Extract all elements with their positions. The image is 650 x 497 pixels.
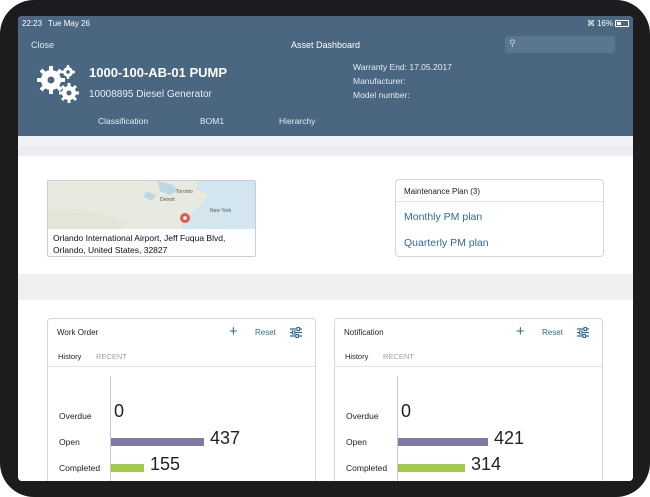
tab-classification[interactable]: Classification — [98, 116, 149, 126]
category-label: Open — [59, 437, 80, 447]
bar-completed — [398, 464, 465, 472]
maintenance-plan-title: Maintenance Plan (3) — [396, 180, 603, 202]
bar-completed — [111, 464, 144, 472]
notification-card: Notification + Reset History RECENT Over… — [334, 318, 603, 481]
section-divider — [18, 146, 633, 156]
bar-value: 421 — [494, 428, 525, 448]
section-divider — [18, 274, 633, 300]
card-title: Notification — [344, 328, 384, 337]
category-label: Open — [346, 437, 367, 447]
map-label-detroit: Detroit — [160, 197, 175, 203]
category-label: Overdue — [346, 411, 379, 421]
search-icon: ⚲ — [509, 38, 516, 48]
category-label: Completed — [59, 463, 101, 473]
bar-value: 155 — [150, 454, 181, 474]
tab-recent[interactable]: RECENT — [96, 352, 127, 361]
asset-header: 22:23 Tue May 26 ⌘ 16% Close Asset Dashb… — [18, 16, 633, 136]
tab-recent[interactable]: RECENT — [383, 352, 414, 361]
tab-underline — [335, 366, 602, 367]
model-number-label: Model number: — [353, 90, 410, 100]
bar-open — [111, 438, 204, 446]
location-map[interactable]: Toronto Detroit New York Orlando Interna… — [47, 180, 256, 257]
wifi-icon: ⌘ — [587, 19, 595, 28]
map-label-toronto: Toronto — [176, 189, 193, 195]
tab-bom1[interactable]: BOM1 — [200, 116, 225, 126]
bar-value: 0 — [401, 401, 412, 421]
chart-axis — [397, 376, 398, 481]
tab-underline — [48, 366, 315, 367]
address-line-1: Orlando International Airport, Jeff Fuqu… — [53, 233, 226, 243]
bar-value: 314 — [471, 454, 502, 474]
close-button[interactable]: Close — [31, 40, 55, 50]
search-input[interactable]: ⚲ — [505, 36, 615, 53]
maintenance-plan-card: Maintenance Plan (3) Monthly PM plan Qua… — [395, 179, 604, 257]
add-icon[interactable]: + — [229, 323, 238, 340]
settings-sliders-icon[interactable] — [577, 327, 589, 338]
bar-value: 0 — [114, 401, 125, 421]
category-label: Overdue — [59, 411, 92, 421]
work-order-card: Work Order + Reset History RECENT Overdu… — [47, 318, 316, 481]
reset-button[interactable]: Reset — [255, 328, 276, 337]
bar-open — [398, 438, 488, 446]
warranty-end: Warranty End: 17.05.2017 — [353, 62, 452, 72]
bar-value: 437 — [210, 428, 241, 448]
gears-icon — [37, 65, 79, 103]
status-date: Tue May 26 — [48, 19, 90, 28]
chart-axis — [110, 376, 111, 481]
battery-percent: 16% — [596, 19, 613, 28]
map-image — [48, 181, 255, 231]
manufacturer-label: Manufacturer: — [353, 76, 406, 86]
page-title: Asset Dashboard — [290, 40, 361, 50]
tab-history[interactable]: History — [58, 352, 82, 361]
settings-sliders-icon[interactable] — [290, 327, 302, 338]
maintenance-plan-link[interactable]: Quarterly PM plan — [404, 237, 489, 249]
category-label: Completed — [346, 463, 388, 473]
asset-name: 1000-100-AB-01 PUMP — [89, 65, 228, 80]
status-time: 22:23 — [22, 19, 43, 28]
map-address: Orlando International Airport, Jeff Fuqu… — [48, 229, 255, 256]
maintenance-plan-link[interactable]: Monthly PM plan — [404, 211, 483, 223]
add-icon[interactable]: + — [516, 323, 525, 340]
card-title: Work Order — [57, 328, 99, 337]
tab-history[interactable]: History — [345, 352, 369, 361]
screen: 22:23 Tue May 26 ⌘ 16% Close Asset Dashb… — [18, 16, 633, 481]
address-line-2: Orlando, United States, 32827 — [53, 245, 168, 255]
asset-description: 10008895 Diesel Generator — [89, 89, 212, 100]
reset-button[interactable]: Reset — [542, 328, 563, 337]
map-label-new-york: New York — [210, 208, 232, 214]
battery-icon — [615, 20, 629, 27]
tab-hierarchy[interactable]: Hierarchy — [279, 116, 316, 126]
